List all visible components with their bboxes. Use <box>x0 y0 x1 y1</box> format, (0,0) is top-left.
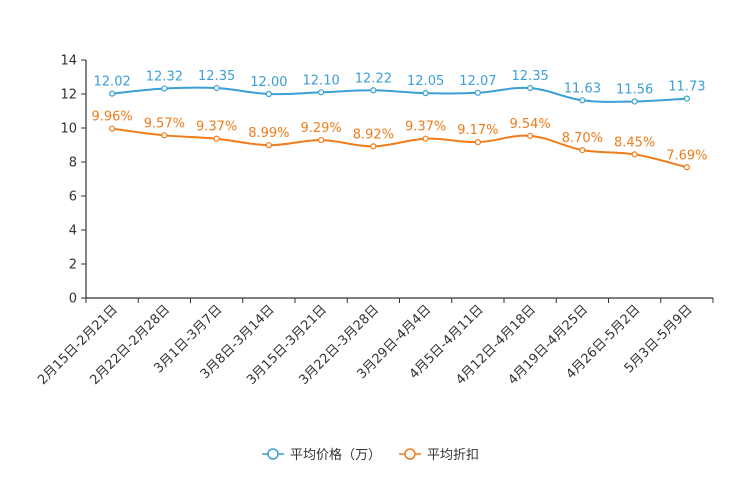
data-label: 9.37% <box>196 120 237 135</box>
data-label: 7.69% <box>666 148 707 163</box>
data-label: 12.35 <box>198 69 235 84</box>
y-tick-label: 2 <box>69 258 77 273</box>
data-label: 8.70% <box>562 131 603 146</box>
data-label: 12.10 <box>303 73 340 88</box>
legend-label: 平均折扣 <box>427 448 479 463</box>
data-point <box>370 87 377 94</box>
data-point <box>109 90 116 97</box>
data-point <box>579 97 586 104</box>
y-tick-label: 14 <box>60 54 77 69</box>
data-label: 11.56 <box>616 82 653 97</box>
y-tick-label: 4 <box>69 224 77 239</box>
data-point <box>579 147 586 154</box>
data-point <box>213 84 220 92</box>
data-label: 12.22 <box>355 71 392 86</box>
data-label: 9.17% <box>457 123 498 138</box>
data-point <box>683 95 690 102</box>
data-label: 12.35 <box>512 69 549 84</box>
series-line <box>112 86 687 103</box>
data-label: 8.92% <box>353 127 394 142</box>
data-point <box>631 98 638 105</box>
data-label: 9.96% <box>91 110 132 125</box>
data-point <box>527 132 534 139</box>
data-label: 11.73 <box>668 80 705 95</box>
y-tick-label: 8 <box>69 156 77 171</box>
data-label: 12.00 <box>250 75 287 90</box>
series-line <box>111 127 688 169</box>
data-point <box>318 136 325 144</box>
data-point <box>474 139 481 146</box>
data-label: 11.63 <box>564 81 601 96</box>
y-tick-label: 10 <box>60 122 77 137</box>
legend: 平均价格（万） 平均折扣 <box>262 447 479 463</box>
data-label: 9.54% <box>509 117 550 132</box>
legend-item-average-discount[interactable]: 平均折扣 <box>399 448 479 463</box>
data-point <box>161 85 168 92</box>
legend-label: 平均价格（万） <box>290 447 381 463</box>
data-point <box>474 89 481 96</box>
data-label: 9.37% <box>405 120 446 135</box>
legend-marker-icon <box>267 448 279 460</box>
y-tick-label: 0 <box>69 292 77 307</box>
data-point <box>631 151 638 158</box>
data-point <box>265 142 272 149</box>
data-label: 9.29% <box>300 121 341 136</box>
data-label: 8.99% <box>248 126 289 141</box>
series-layer: 12.02 12.32 12.35 12.00 12.10 12.22 12.05 12.07… <box>91 69 708 171</box>
data-point <box>109 125 116 132</box>
data-label: 12.05 <box>407 74 444 89</box>
legend-item-average-price[interactable]: 平均价格（万） <box>262 447 381 463</box>
data-point <box>422 135 429 142</box>
y-tick-label: 6 <box>69 190 77 205</box>
data-point <box>161 132 168 139</box>
series-average-price: 12.02 12.32 12.35 12.00 12.10 12.22 12.05 12.07… <box>94 69 705 105</box>
y-tick-label: 12 <box>60 88 77 103</box>
data-label: 8.45% <box>614 135 655 150</box>
data-point <box>213 135 220 142</box>
data-point <box>683 164 690 171</box>
data-label: 9.57% <box>144 116 185 131</box>
series-average-discount: 9.96% 9.57% 9.37% 8.99% 9.29% 8.92% 9.37% 9.17%… <box>91 110 708 171</box>
data-label: 12.32 <box>146 70 183 85</box>
data-point <box>318 89 325 96</box>
data-point <box>527 84 534 92</box>
data-point <box>370 143 377 150</box>
data-label: 12.02 <box>94 75 131 90</box>
axes: 024681012142月15日-2月21日2月22日-2月28日3月1日-3月… <box>35 54 714 388</box>
data-label: 12.07 <box>459 74 496 89</box>
data-point <box>265 90 272 98</box>
data-point <box>422 90 429 97</box>
legend-marker-icon <box>404 448 416 460</box>
